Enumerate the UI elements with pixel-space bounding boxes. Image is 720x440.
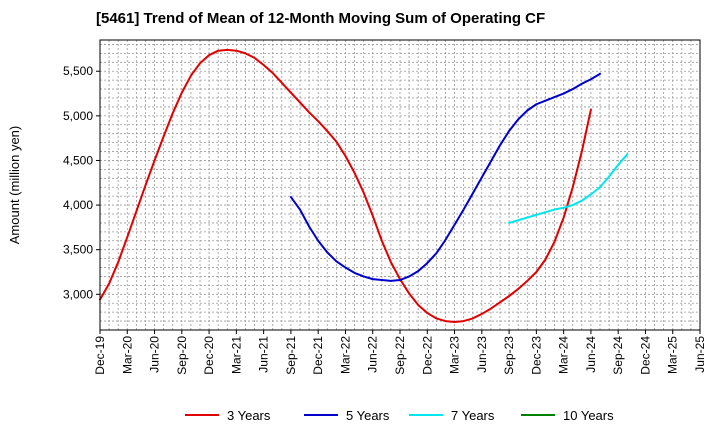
x-tick-label: Mar-20 — [120, 336, 134, 374]
y-axis-title: Amount (million yen) — [7, 126, 22, 245]
x-axis: Dec-19 Mar-20 Jun-20 Sep-20 Dec-20 Mar-21 Jun-… — [93, 330, 707, 375]
x-tick-label: Mar-24 — [557, 336, 571, 374]
legend: 3 Years 5 Years 7 Years 10 Years — [0, 405, 720, 427]
y-tick-label: 4,000 — [63, 198, 93, 212]
x-tick-label: Mar-22 — [338, 336, 352, 374]
x-tick-label: Dec-24 — [638, 336, 652, 375]
y-tick-label: 4,500 — [63, 153, 93, 167]
x-tick-label: Dec-21 — [311, 336, 325, 375]
series-layer — [99, 48, 629, 323]
legend-label: 5 Years — [346, 407, 390, 423]
legend-label: 10 Years — [563, 407, 614, 423]
series-line-7-years — [508, 153, 629, 224]
legend-label: 7 Years — [451, 407, 495, 423]
x-tick-label: Mar-21 — [229, 336, 243, 374]
y-tick-label: 3,500 — [63, 243, 93, 257]
y-tick-label: 5,500 — [63, 64, 93, 78]
legend-swatch — [304, 414, 338, 416]
x-tick-label: Dec-23 — [529, 336, 543, 375]
x-tick-label: Jun-25 — [693, 336, 707, 373]
x-tick-label: Dec-22 — [420, 336, 434, 375]
x-tick-label: Mar-23 — [448, 336, 462, 374]
x-tick-label: Sep-21 — [284, 336, 298, 375]
series-line-3-years — [99, 48, 592, 323]
y-tick-label: 3,000 — [63, 287, 93, 301]
x-tick-label: Jun-21 — [257, 336, 271, 373]
legend-swatch — [521, 414, 555, 416]
x-tick-label: Jun-23 — [475, 336, 489, 373]
legend-swatch — [185, 414, 219, 416]
x-tick-label: Sep-22 — [393, 336, 407, 375]
x-tick-label: Dec-20 — [202, 336, 216, 375]
legend-item: 7 Years — [409, 405, 494, 425]
legend-item: 3 Years — [185, 405, 270, 425]
x-tick-label: Jun-24 — [584, 336, 598, 373]
chart-title: [5461] Trend of Mean of 12-Month Moving … — [96, 10, 546, 27]
x-tick-label: Jun-20 — [148, 336, 162, 373]
x-tick-label: Mar-25 — [666, 336, 680, 374]
legend-item: 5 Years — [304, 405, 389, 425]
x-tick-label: Sep-20 — [175, 336, 189, 375]
x-tick-label: Sep-23 — [502, 336, 516, 375]
legend-item: 10 Years — [521, 405, 614, 425]
x-tick-label: Sep-24 — [611, 336, 625, 375]
x-tick-label: Dec-19 — [93, 336, 107, 375]
x-tick-label: Jun-22 — [366, 336, 380, 373]
y-axis: 3,000 3,500 4,000 4,500 5,000 5,500 — [63, 64, 100, 301]
gridlines — [100, 40, 700, 330]
legend-swatch — [409, 414, 443, 416]
series-line-5-years — [289, 72, 601, 282]
y-tick-label: 5,000 — [63, 109, 93, 123]
legend-label: 3 Years — [227, 407, 271, 423]
